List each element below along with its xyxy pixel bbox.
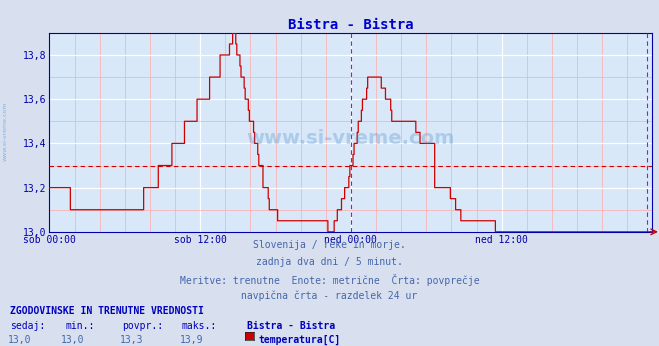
Text: 13,0: 13,0 (61, 335, 84, 345)
Text: Bistra - Bistra: Bistra - Bistra (247, 321, 335, 331)
Text: www.si-vreme.com: www.si-vreme.com (3, 102, 8, 161)
Text: 13,9: 13,9 (179, 335, 203, 345)
Title: Bistra - Bistra: Bistra - Bistra (288, 18, 414, 32)
Text: sedaj:: sedaj: (10, 321, 45, 331)
Text: ZGODOVINSKE IN TRENUTNE VREDNOSTI: ZGODOVINSKE IN TRENUTNE VREDNOSTI (10, 306, 204, 316)
Text: navpična črta - razdelek 24 ur: navpična črta - razdelek 24 ur (241, 290, 418, 301)
Text: min.:: min.: (66, 321, 96, 331)
Text: 13,3: 13,3 (120, 335, 144, 345)
Text: maks.:: maks.: (181, 321, 216, 331)
Text: zadnja dva dni / 5 minut.: zadnja dva dni / 5 minut. (256, 257, 403, 267)
Text: www.si-vreme.com: www.si-vreme.com (246, 129, 455, 148)
Text: 13,0: 13,0 (8, 335, 32, 345)
Text: Meritve: trenutne  Enote: metrične  Črta: povprečje: Meritve: trenutne Enote: metrične Črta: … (180, 274, 479, 286)
Text: povpr.:: povpr.: (122, 321, 163, 331)
Text: Slovenija / reke in morje.: Slovenija / reke in morje. (253, 240, 406, 251)
Text: temperatura[C]: temperatura[C] (258, 335, 341, 345)
